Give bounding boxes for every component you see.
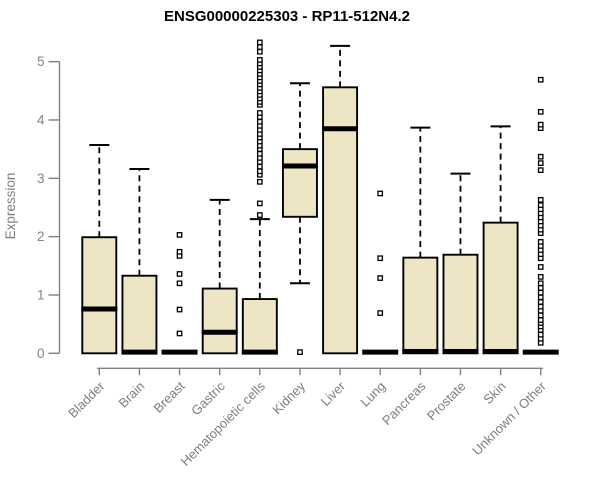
y-tick-label: 1 [37,287,45,302]
box [442,253,479,355]
y-axis-title: Expression [3,173,18,240]
boxplot-prostate [442,172,479,355]
outlier-point [537,294,544,301]
boxplot-hematopoietic-cells [241,39,278,355]
outlier-point [377,255,384,262]
box [482,221,519,355]
outlier-point [537,202,544,208]
x-tick-label-gastric: Gastric [188,378,228,418]
outlier-point [377,275,384,281]
outlier-point [537,299,544,305]
outlier-point [256,44,263,50]
y-tick-label: 0 [37,346,45,361]
boxplot-breast [161,232,198,355]
box [322,86,359,355]
x-tick-label-kidney: Kidney [269,378,308,417]
outlier-point [537,197,544,203]
outlier-point [537,239,544,245]
x-tick-label-pancreas: Pancreas [379,378,429,428]
outlier-point [256,48,263,55]
outlier-point [537,331,544,338]
outlier-point [256,168,263,175]
x-tick-label-prostate: Prostate [424,379,469,424]
chart-title: ENSG00000225303 - RP11-512N4.2 [163,8,410,25]
boxplot-liver [322,44,359,355]
box [241,298,278,355]
y-tick-label: 2 [37,229,45,244]
x-tick-label-brain: Brain [115,379,147,411]
outlier-point [537,108,544,115]
outlier-point [176,232,183,238]
outlier-point [537,280,544,287]
boxplot-gastric [201,198,238,355]
outlier-point [176,280,183,287]
x-tick-label-liver: Liver [318,378,349,409]
box [201,287,238,355]
outlier-point [256,110,263,116]
y-tick-label: 3 [37,171,45,186]
outlier-point [176,330,183,337]
outlier-point [256,39,263,46]
box [282,148,318,218]
outlier-point [537,153,544,160]
boxplot-pancreas [402,126,439,355]
boxplot-brain [121,167,158,355]
outlier-point [537,274,544,280]
outlier-point [256,57,263,63]
x-tick-label-unknown-other: Unknown / Other [469,378,549,458]
boxplot-bladder [81,144,118,355]
outlier-point [176,306,183,313]
outlier-point [537,121,544,128]
outlier-point [256,178,263,185]
x-tick-label-lung: Lung [357,379,388,410]
outlier-point [537,317,544,323]
box [81,236,118,355]
y-axis: 0 1 2 3 4 5 Expression [3,54,61,361]
outlier-point [176,248,183,255]
boxplot-kidney [281,82,318,355]
outlier-point [256,118,263,125]
outlier-point [537,312,544,319]
outlier-point [256,200,263,207]
outlier-point [256,212,263,218]
y-tick-label: 5 [37,54,45,69]
outlier-point [297,349,303,355]
x-tick-label-bladder: Bladder [65,378,108,421]
x-tick-label-skin: Skin [480,379,508,407]
y-tick-label: 4 [37,112,45,127]
outlier-point [537,289,544,296]
x-tick-label-breast: Breast [151,378,188,415]
outlier-point [176,271,183,277]
outlier-point [537,303,544,310]
outlier-point [537,160,544,166]
box [402,256,439,355]
outlier-point [256,163,263,170]
outlier-point [537,285,544,291]
outlier-point [537,76,544,83]
outlier-point [377,190,384,197]
boxplot-lung [362,190,399,355]
outlier-point [537,264,544,270]
outlier-point [377,310,384,316]
outlier-point [256,150,263,157]
box [121,274,158,355]
outlier-point [537,167,544,173]
boxplot-unknown-other [522,76,559,355]
boxplot-skin [482,125,519,355]
